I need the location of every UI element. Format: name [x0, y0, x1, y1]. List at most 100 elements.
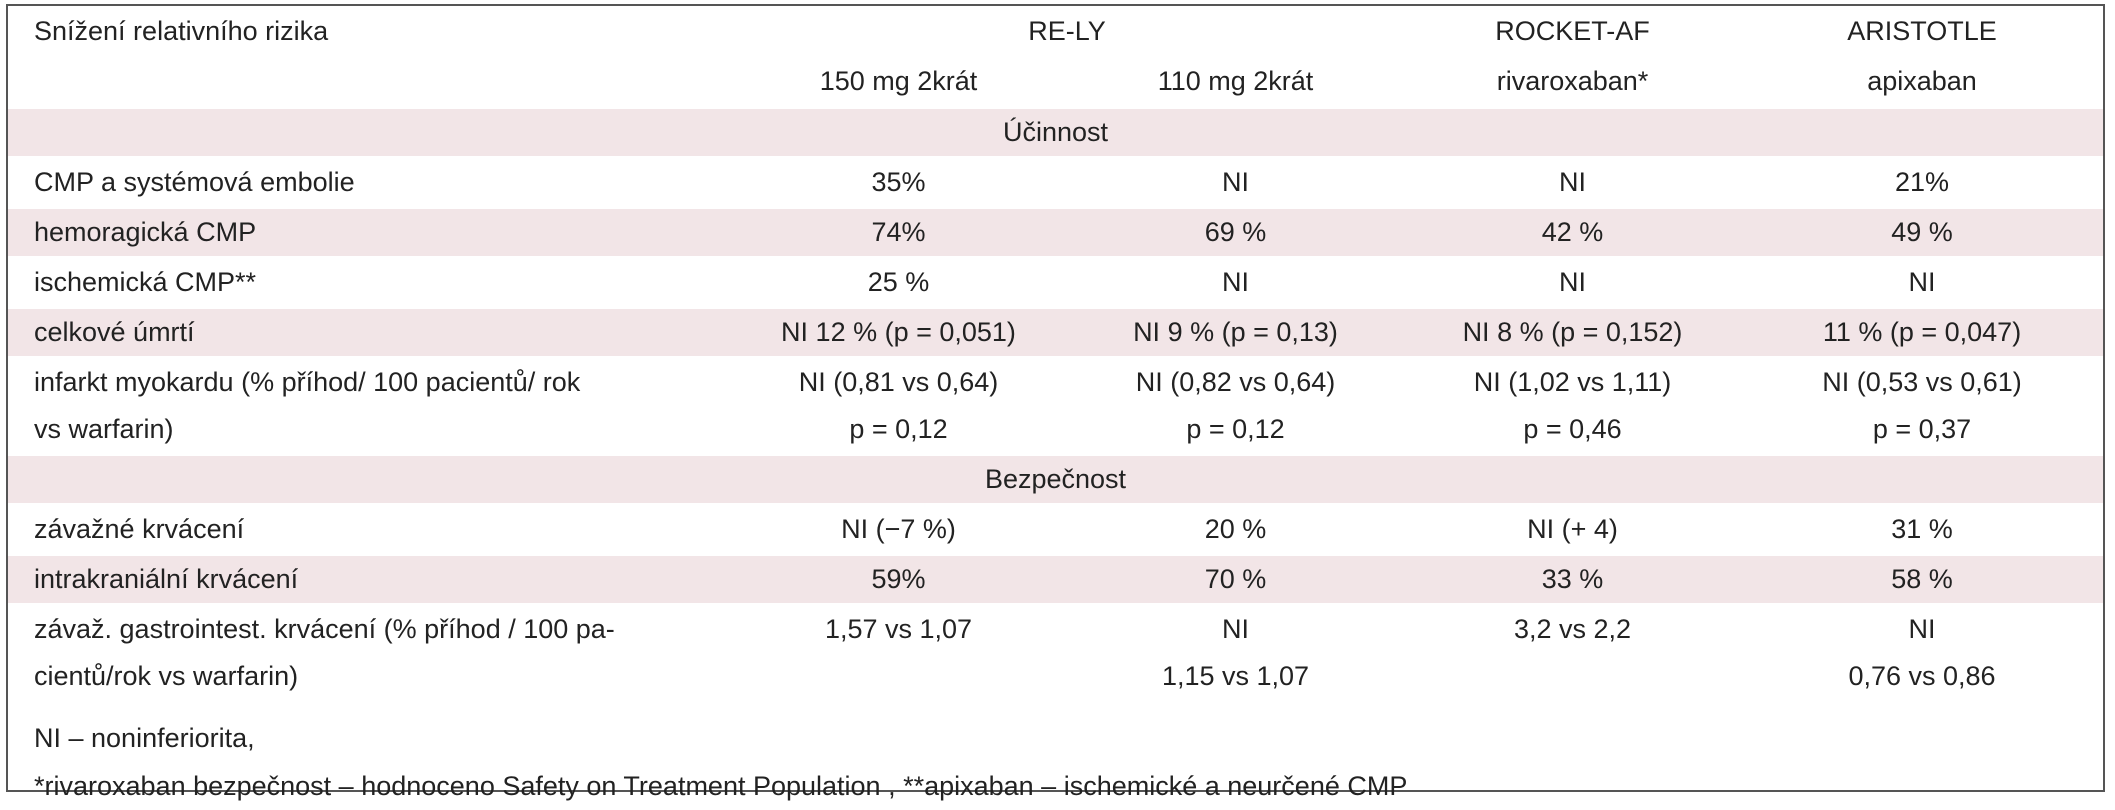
footnote: NI – noninferiorita, [34, 723, 255, 753]
value-cell: 35% [730, 156, 1067, 208]
cell-line: p = 0,46 [1523, 414, 1622, 444]
cell-line: NI (0,82 vs 0,64) [1135, 367, 1336, 397]
value-cell: 20 % [1067, 503, 1404, 555]
cell-line: NI (0,81 vs 0,64) [798, 367, 999, 397]
subheader: 150 mg 2krát [819, 66, 978, 96]
data-row: intrakraniální krvácení 59% 70 % 33 % 58 % [8, 553, 2103, 605]
cell-line: 33 % [1541, 564, 1604, 594]
data-row: závažné krvácení NI (−7 %) 20 % NI (+ 4) 31 … [8, 503, 2103, 555]
cell-line: NI [1559, 267, 1586, 297]
cell-line: 59% [871, 564, 926, 594]
value-cell: 59% [730, 553, 1067, 605]
data-row: CMP a systémová embolie 35% NI NI 21% [8, 156, 2103, 208]
value-cell: NI (0,81 vs 0,64) p = 0,12 [730, 356, 1067, 455]
section-title: Bezpečnost [8, 453, 2103, 505]
value-cell: 49 % [1741, 206, 2103, 258]
row-label: závažné krvácení [8, 503, 730, 555]
value-cell: NI 12 % (p = 0,051) [730, 306, 1067, 358]
value-cell: 1,57 vs 1,07 [730, 603, 1067, 700]
cell-line: NI [1222, 267, 1249, 297]
cell-line: NI 12 % (p = 0,051) [781, 317, 1016, 347]
subheader: apixaban [1867, 66, 1977, 96]
value-cell: NI (−7 %) [730, 503, 1067, 555]
subheader: 110 mg 2krát [1157, 66, 1314, 96]
header-row: Snížení relativního rizika RE-LY ROCKET-AF… [8, 6, 2103, 56]
cell-line: 42 % [1541, 217, 1604, 247]
data-row: závaž. gastrointest. krvácení (% příhod … [8, 603, 2103, 700]
subheader: rivaroxaban* [1496, 66, 1649, 96]
cell-line: 20 % [1204, 514, 1267, 544]
value-cell: 74% [730, 206, 1067, 258]
data-row: ischemická CMP** 25 % NI NI NI [8, 256, 2103, 308]
cell-line: hemoragická CMP [34, 217, 257, 247]
cell-line: 70 % [1204, 564, 1267, 594]
value-cell: NI [1404, 256, 1741, 308]
value-cell: NI 9 % (p = 0,13) [1067, 306, 1404, 358]
data-row: infarkt myokardu (% příhod/ 100 pacientů… [8, 356, 2103, 455]
cell-line: NI [1222, 167, 1249, 197]
value-cell: 3,2 vs 2,2 [1404, 603, 1741, 700]
value-cell: 31 % [1741, 503, 2103, 555]
value-cell: NI [1741, 256, 2103, 308]
cell-line: 3,2 vs 2,2 [1513, 614, 1632, 644]
cell-line: závaž. gastrointest. krvácení (% příhod … [34, 614, 615, 644]
value-cell: NI 8 % (p = 0,152) [1404, 306, 1741, 358]
header-label: Snížení relativního rizika [34, 16, 329, 46]
value-cell: NI [1067, 156, 1404, 208]
cell-line: CMP a systémová embolie [34, 167, 355, 197]
cell-line: závažné krvácení [34, 514, 245, 544]
cell-line: NI 9 % (p = 0,13) [1133, 317, 1338, 347]
cell-line: p = 0,12 [849, 414, 948, 444]
cell-line: p = 0,37 [1872, 414, 1972, 444]
value-cell: 25 % [730, 256, 1067, 308]
cell-line: NI 8 % (p = 0,152) [1462, 317, 1683, 347]
cell-line: 69 % [1204, 217, 1267, 247]
cell-line: 74% [871, 217, 926, 247]
data-row: celkové úmrtí NI 12 % (p = 0,051) NI 9 % (… [8, 306, 2103, 358]
table: Snížení relativního rizika RE-LY ROCKET-AF… [8, 6, 2103, 700]
cell-line: 1,15 vs 1,07 [1161, 661, 1310, 691]
cell-line: NI (1,02 vs 1,11) [1473, 367, 1672, 397]
cell-line: NI [1559, 167, 1586, 197]
cell-line: 1,57 vs 1,07 [824, 614, 973, 644]
row-label: závaž. gastrointest. krvácení (% příhod … [8, 603, 730, 700]
value-cell: NI [1067, 256, 1404, 308]
cell-line: cientů/rok vs warfarin) [34, 661, 299, 691]
value-cell: NI [1404, 156, 1741, 208]
value-cell: NI (1,02 vs 1,11) p = 0,46 [1404, 356, 1741, 455]
cell-line: NI (+ 4) [1527, 514, 1618, 544]
footnotes: NI – noninferiorita, *rivaroxaban bezpečn… [8, 700, 2103, 810]
row-label: hemoragická CMP [8, 206, 730, 258]
row-label: infarkt myokardu (% příhod/ 100 pacientů… [8, 356, 730, 455]
cell-line: NI [1222, 614, 1249, 644]
value-cell: 42 % [1404, 206, 1741, 258]
cell-line: 0,76 vs 0,86 [1848, 661, 1996, 691]
cell-line: 31 % [1891, 514, 1953, 544]
value-cell: 58 % [1741, 553, 2103, 605]
value-cell: 69 % [1067, 206, 1404, 258]
cell-line: infarkt myokardu (% příhod/ 100 pacientů… [34, 367, 581, 397]
value-cell: NI (+ 4) [1404, 503, 1741, 555]
cell-line: 21% [1894, 167, 1950, 197]
cell-line: NI [1908, 267, 1936, 297]
section-row: Bezpečnost [8, 453, 2103, 505]
cell-line: intrakraniální krvácení [34, 564, 299, 594]
value-cell: NI (0,82 vs 0,64) p = 0,12 [1067, 356, 1404, 455]
cell-line: 11 % (p = 0,047) [1822, 317, 2022, 347]
group-header: ARISTOTLE [1847, 16, 1997, 46]
group-header: RE-LY [1028, 16, 1106, 46]
value-cell: NI (0,53 vs 0,61) p = 0,37 [1741, 356, 2103, 455]
row-label: CMP a systémová embolie [8, 156, 730, 208]
cell-line: p = 0,12 [1186, 414, 1285, 444]
cell-line: 49 % [1891, 217, 1953, 247]
row-label: intrakraniální krvácení [8, 553, 730, 605]
value-cell: 21% [1741, 156, 2103, 208]
group-header: ROCKET-AF [1495, 16, 1650, 46]
section-row: Účinnost [8, 106, 2103, 158]
value-cell: 33 % [1404, 553, 1741, 605]
value-cell: NI 0,76 vs 0,86 [1741, 603, 2103, 700]
cell-line: NI (0,53 vs 0,61) [1822, 367, 2022, 397]
cell-line: vs warfarin) [34, 414, 174, 444]
cell-line: 35% [871, 167, 926, 197]
cell-line: ischemická CMP** [34, 267, 257, 297]
